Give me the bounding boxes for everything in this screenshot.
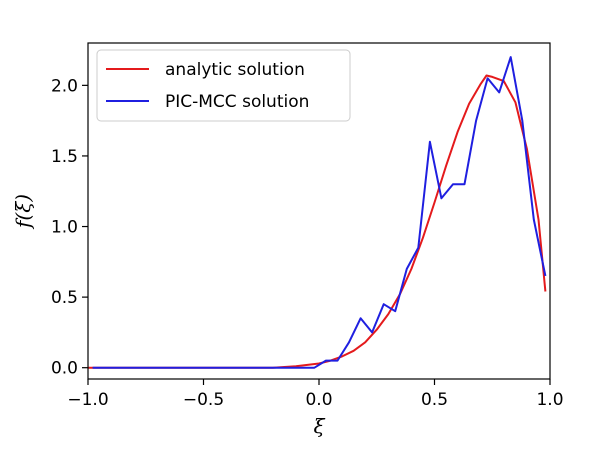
x-tick-label: −1.0	[67, 390, 108, 410]
x-axis-ticks: −1.0 −0.5 0.0 0.5 1.0	[67, 379, 564, 410]
series-line-1	[92, 56, 547, 369]
y-tick-label: 0.5	[51, 288, 78, 308]
x-tick-label: 1.0	[536, 390, 563, 410]
y-tick-label: 2.0	[51, 76, 78, 96]
legend-box	[96, 49, 351, 122]
y-axis-ticks: 0.0 0.5 1.0 1.5 2.0	[51, 76, 88, 379]
y-tick-label: 1.5	[51, 147, 78, 167]
y-axis-label: f(ξ)	[11, 194, 35, 230]
y-tick-label: 1.0	[51, 218, 78, 238]
legend: analytic solution PIC-MCC solution	[96, 49, 351, 122]
legend-label-analytic: analytic solution	[165, 60, 305, 80]
legend-label-pic-mcc: PIC-MCC solution	[165, 92, 309, 112]
y-tick-label: 0.0	[51, 359, 78, 379]
plot-lines	[88, 56, 547, 369]
x-axis-label: ξ	[313, 414, 325, 438]
x-tick-label: 0.0	[305, 390, 332, 410]
x-tick-label: 0.5	[421, 390, 448, 410]
x-tick-label: −0.5	[183, 390, 224, 410]
